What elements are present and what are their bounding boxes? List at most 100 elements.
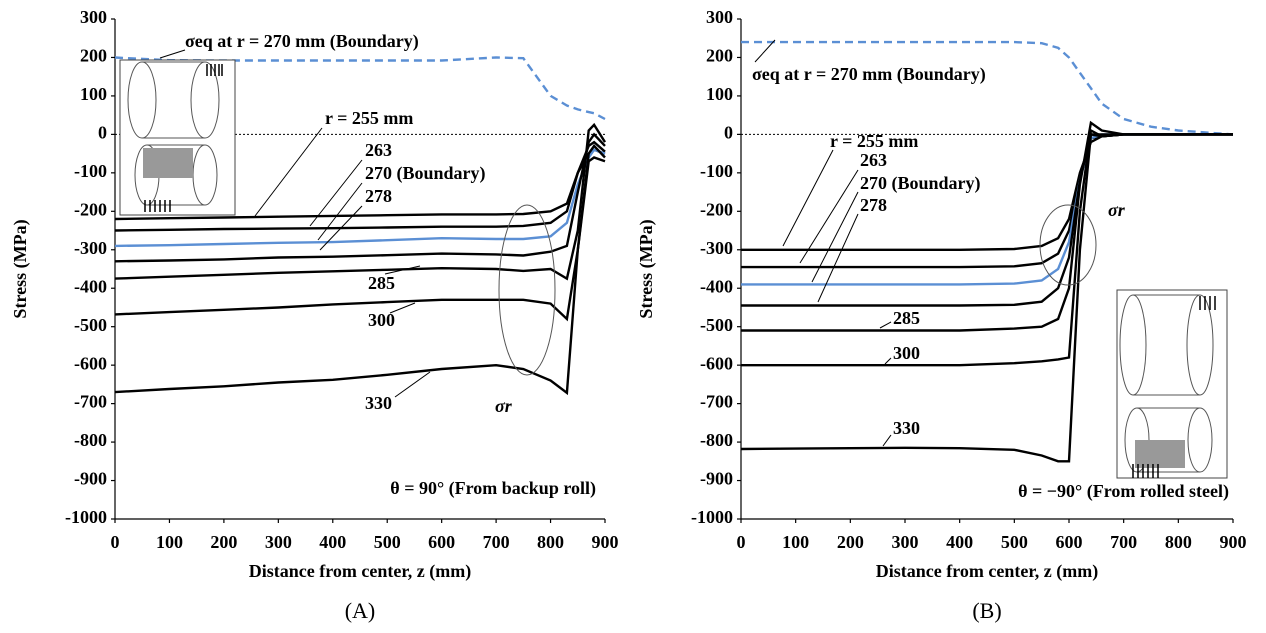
x-axis-label: Distance from center, z (mm) bbox=[249, 561, 471, 582]
y-tick-label: 300 bbox=[706, 7, 733, 27]
data-line bbox=[741, 133, 1233, 286]
series-label: σeq at r = 270 mm (Boundary) bbox=[752, 64, 986, 85]
series-label: 263 bbox=[860, 150, 887, 170]
x-tick-label: 200 bbox=[210, 532, 237, 552]
leader-line bbox=[317, 182, 363, 241]
sigma-r-label: σr bbox=[1108, 200, 1126, 220]
panel-label: (A) bbox=[345, 598, 376, 623]
y-tick-label: 300 bbox=[80, 7, 107, 27]
x-tick-label: 0 bbox=[737, 532, 746, 552]
series-label: r = 255 mm bbox=[325, 108, 413, 128]
series-label: 270 (Boundary) bbox=[365, 163, 486, 184]
leader-line bbox=[159, 49, 186, 59]
data-line bbox=[114, 122, 607, 281]
data-line bbox=[741, 133, 1233, 307]
x-tick-label: 400 bbox=[946, 532, 973, 552]
y-tick-label: -400 bbox=[700, 276, 733, 296]
x-tick-label: 600 bbox=[428, 532, 455, 552]
leader-line bbox=[384, 265, 421, 275]
y-tick-label: -500 bbox=[74, 315, 107, 335]
sigma-r-ellipse bbox=[498, 204, 556, 376]
series-label: 300 bbox=[368, 310, 395, 330]
x-axis-label: Distance from center, z (mm) bbox=[876, 561, 1098, 582]
x-tick-label: 200 bbox=[837, 532, 864, 552]
leader-line bbox=[309, 159, 363, 227]
y-tick-label: -400 bbox=[74, 276, 107, 296]
x-tick-label: 500 bbox=[374, 532, 401, 552]
series-label: 330 bbox=[365, 393, 392, 413]
leader-line bbox=[319, 205, 363, 251]
data-line bbox=[741, 133, 1233, 269]
series-label: 270 (Boundary) bbox=[860, 173, 981, 194]
series-label: 285 bbox=[368, 273, 395, 293]
x-tick-label: 300 bbox=[265, 532, 292, 552]
x-tick-label: 0 bbox=[111, 532, 120, 552]
leader-line bbox=[389, 302, 416, 314]
y-tick-label: -700 bbox=[74, 392, 107, 412]
y-axis-label: Stress (MPa) bbox=[10, 219, 31, 318]
annotation: θ = −90° (From rolled steel) bbox=[1018, 481, 1229, 502]
y-tick-label: -1000 bbox=[65, 507, 107, 527]
chart-panel: -1000-900-800-700-600-500-400-300-200-10… bbox=[636, 7, 1246, 623]
y-tick-label: -500 bbox=[700, 315, 733, 335]
y-tick-label: -700 bbox=[700, 392, 733, 412]
leader-line bbox=[782, 149, 834, 247]
y-tick-label: -300 bbox=[700, 238, 733, 258]
y-tick-label: 0 bbox=[724, 123, 733, 143]
x-tick-label: 400 bbox=[319, 532, 346, 552]
leader-line bbox=[882, 434, 892, 447]
y-tick-label: 0 bbox=[98, 123, 107, 143]
y-tick-label: -1000 bbox=[691, 507, 733, 527]
y-tick-label: 100 bbox=[706, 84, 733, 104]
x-tick-label: 100 bbox=[782, 532, 809, 552]
x-tick-label: 900 bbox=[592, 532, 619, 552]
series-label: σeq at r = 270 mm (Boundary) bbox=[185, 31, 419, 52]
y-tick-label: -800 bbox=[74, 430, 107, 450]
series-label: 300 bbox=[893, 343, 920, 363]
x-tick-label: 800 bbox=[1165, 532, 1192, 552]
leader-line bbox=[817, 213, 859, 303]
x-tick-label: 700 bbox=[1110, 532, 1137, 552]
series-label: 330 bbox=[893, 418, 920, 438]
x-tick-label: 700 bbox=[483, 532, 510, 552]
y-tick-label: -600 bbox=[74, 353, 107, 373]
leader-line bbox=[884, 357, 892, 365]
inset-diagram bbox=[119, 59, 236, 216]
y-tick-label: -300 bbox=[74, 238, 107, 258]
data-line bbox=[740, 133, 1233, 463]
y-tick-label: -200 bbox=[74, 199, 107, 219]
y-tick-label: -100 bbox=[700, 161, 733, 181]
panel-label: (B) bbox=[972, 598, 1001, 623]
leader-line bbox=[754, 39, 776, 63]
inset-diagram bbox=[1116, 289, 1228, 479]
annotation: θ = 90° (From backup roll) bbox=[390, 478, 596, 499]
y-tick-label: -200 bbox=[700, 199, 733, 219]
data-line bbox=[114, 56, 606, 121]
y-tick-label: -900 bbox=[74, 469, 107, 489]
leader-line bbox=[254, 127, 323, 217]
y-tick-label: -900 bbox=[700, 469, 733, 489]
x-tick-label: 600 bbox=[1056, 532, 1083, 552]
sigma-r-label: σr bbox=[495, 396, 513, 416]
leader-line bbox=[394, 371, 431, 398]
series-label: 263 bbox=[365, 140, 392, 160]
leader-line bbox=[811, 191, 859, 283]
x-tick-label: 900 bbox=[1220, 532, 1247, 552]
y-tick-label: -800 bbox=[700, 430, 733, 450]
series-label: 278 bbox=[860, 195, 887, 215]
data-line bbox=[741, 40, 1234, 136]
y-tick-label: 100 bbox=[80, 84, 107, 104]
y-tick-label: -100 bbox=[74, 161, 107, 181]
leader-line bbox=[799, 169, 859, 264]
x-tick-label: 300 bbox=[892, 532, 919, 552]
series-label: 278 bbox=[365, 186, 392, 206]
leader-line bbox=[879, 321, 892, 329]
y-tick-label: 200 bbox=[706, 46, 733, 66]
y-tick-label: -600 bbox=[700, 353, 733, 373]
x-tick-label: 500 bbox=[1001, 532, 1028, 552]
y-axis-label: Stress (MPa) bbox=[636, 219, 657, 318]
sigma-r-ellipse bbox=[1039, 204, 1097, 286]
y-tick-label: 200 bbox=[80, 46, 107, 66]
chart-panel: -1000-900-800-700-600-500-400-300-200-10… bbox=[10, 7, 618, 623]
